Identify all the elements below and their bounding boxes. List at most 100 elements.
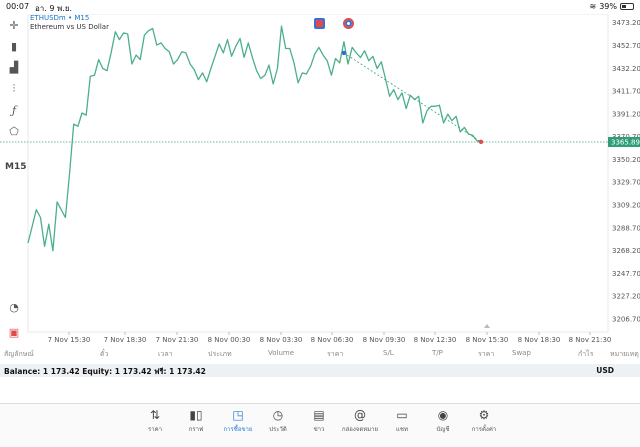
column-header[interactable]: เวลา <box>158 350 173 358</box>
x-tick-label: 7 Nov 18:30 <box>104 336 147 344</box>
current-price-label: 3365.89 <box>611 138 640 146</box>
y-tick-label: 3309.20 <box>612 202 640 210</box>
chat-icon: ▭ <box>396 408 408 422</box>
tab-label: กราฟ <box>188 426 204 433</box>
column-header[interactable]: กำไร <box>578 350 594 358</box>
x-tick-label: 7 Nov 15:30 <box>48 336 91 344</box>
status-time: 00:07 <box>6 2 30 11</box>
tab-label: ข่าว <box>313 426 325 433</box>
battery-icon <box>620 3 634 10</box>
column-header[interactable]: ตั๋ว <box>100 350 109 358</box>
status-bar: 00:07 อา. 9 พ.ย. ≋ 39% <box>0 0 640 14</box>
tab-chat[interactable]: ▭ แชท <box>382 408 422 434</box>
tab-label: การตั้งค่า <box>471 426 497 433</box>
y-tick-label: 3473.20 <box>612 19 640 27</box>
tab-chart-line[interactable]: ◳ การซื้อขาย <box>218 408 258 434</box>
tab-label: ราคา <box>148 426 162 433</box>
mail-at-icon: @ <box>354 408 366 422</box>
tab-history[interactable]: ◷ ประวัติ <box>258 408 298 434</box>
y-tick-label: 3411.70 <box>612 88 640 96</box>
symbol-separator: • <box>65 14 75 22</box>
arrows-updown-icon: ⇅ <box>149 408 161 422</box>
tab-mail-at[interactable]: @ กล่องจดหมาย <box>340 408 380 434</box>
balance-text: Balance: 1 173.42 Equity: 1 173.42 ฟรี: … <box>4 367 206 376</box>
balance-bar: Balance: 1 173.42 Equity: 1 173.42 ฟรี: … <box>0 364 640 377</box>
trendline <box>343 52 482 143</box>
y-tick-label: 3452.70 <box>612 42 640 50</box>
column-header[interactable]: สัญลักษณ์ <box>4 350 34 358</box>
trade-panel-icon[interactable] <box>314 18 325 29</box>
plot-frame <box>27 14 609 333</box>
y-tick-label: 3227.20 <box>612 293 640 301</box>
wifi-icon: ≋ <box>589 2 597 11</box>
column-header[interactable]: หมายเหตุ <box>610 350 639 358</box>
column-header[interactable]: ประเภท <box>208 350 232 358</box>
tab-account[interactable]: ◉ บัญชี <box>423 408 463 434</box>
candlestick-icon: ▮▯ <box>189 408 203 422</box>
y-tick-label: 3350.20 <box>612 156 640 164</box>
history-icon: ◷ <box>272 408 284 422</box>
status-right: ≋ 39% <box>590 2 634 11</box>
y-tick-label: 3288.70 <box>612 224 640 232</box>
tab-label: บัญชี <box>436 426 450 433</box>
candlestick-icon[interactable]: ▮ <box>10 39 18 53</box>
function-icon[interactable]: ƒ <box>11 103 17 117</box>
tab-label: กล่องจดหมาย <box>341 426 379 433</box>
x-tick-label: 8 Nov 06:30 <box>311 336 354 344</box>
bottom-tab-bar: ⇅ ราคา ▮▯ กราฟ ◳ การซื้อขาย ◷ ประวัติ ▤ ข่าว @ กล่อ… <box>0 403 640 447</box>
trade-mode-icon[interactable]: ▣ <box>8 325 20 339</box>
current-price-tag <box>608 136 640 147</box>
trade-table-header: สัญลักษณ์ ตั๋ว เวลา ประเภท Volume ราคา S/L T/P ร… <box>0 348 640 360</box>
trendline-end-point <box>478 139 484 145</box>
battery-percent: 39% <box>599 2 617 11</box>
x-tick-label: 8 Nov 21:30 <box>569 336 612 344</box>
price-chart[interactable]: 3473.203452.703432.203411.703391.203370.… <box>0 14 640 346</box>
tab-arrows-updown[interactable]: ⇅ ราคา <box>135 408 175 434</box>
timeframe-button[interactable]: M15 <box>5 162 27 172</box>
account-icon: ◉ <box>437 408 449 422</box>
column-header[interactable]: T/P <box>432 349 443 357</box>
x-tick-label: 8 Nov 00:30 <box>208 336 251 344</box>
column-header[interactable]: Swap <box>512 349 531 357</box>
y-tick-label: 3268.20 <box>612 247 640 255</box>
trendline-start-point <box>341 50 347 56</box>
account-currency: USD <box>596 366 614 375</box>
chart-toolbar: ✛ ▮ ▟ ⫶ ƒ ⬠ M15 ◔ ▣ <box>0 14 28 346</box>
x-tick-label: 8 Nov 15:30 <box>466 336 509 344</box>
x-tick-label: 8 Nov 12:30 <box>414 336 457 344</box>
tab-label: ประวัติ <box>269 426 287 433</box>
bar-chart-icon[interactable]: ▟ <box>9 60 19 74</box>
speedometer-icon[interactable]: ◔ <box>9 300 19 314</box>
y-tick-label: 3247.70 <box>612 270 640 278</box>
price-series-line <box>27 25 482 252</box>
indicators-icon[interactable]: ⫶ <box>12 82 16 95</box>
status-date: อา. 9 พ.ย. <box>35 4 73 13</box>
settings-gear-icon: ⚙ <box>478 408 490 422</box>
x-tick-label: 8 Nov 18:30 <box>518 336 561 344</box>
crosshair-icon[interactable]: ✛ <box>9 18 19 32</box>
chart-line-icon: ◳ <box>232 408 244 422</box>
symbol-name: ETHUSDm <box>30 14 66 22</box>
current-time-marker <box>484 324 490 328</box>
news-icon: ▤ <box>313 408 325 422</box>
x-tick-label: 8 Nov 09:30 <box>363 336 406 344</box>
tab-news[interactable]: ▤ ข่าว <box>299 408 339 434</box>
symbol-timeframe: M15 <box>74 14 90 22</box>
tab-candlestick[interactable]: ▮▯ กราฟ <box>176 408 216 434</box>
one-click-icon[interactable] <box>343 18 354 29</box>
y-tick-label: 3206.70 <box>612 315 640 323</box>
shapes-icon[interactable]: ⬠ <box>9 124 19 138</box>
symbol-header: ETHUSDm • M15 Ethereum vs US Dollar <box>30 14 109 32</box>
column-header[interactable]: S/L <box>383 349 394 357</box>
y-tick-label: 3391.20 <box>612 110 640 118</box>
y-tick-label: 3432.20 <box>612 65 640 73</box>
y-tick-label: 3329.70 <box>612 179 640 187</box>
tab-label: แชท <box>396 426 408 433</box>
x-tick-label: 7 Nov 21:30 <box>156 336 199 344</box>
tab-settings-gear[interactable]: ⚙ การตั้งค่า <box>464 408 504 434</box>
x-tick-label: 8 Nov 03:30 <box>260 336 303 344</box>
chart-mode-icons <box>314 18 354 29</box>
column-header[interactable]: ราคา <box>327 350 344 358</box>
column-header[interactable]: Volume <box>268 349 295 357</box>
column-header[interactable]: ราคา <box>478 350 495 358</box>
